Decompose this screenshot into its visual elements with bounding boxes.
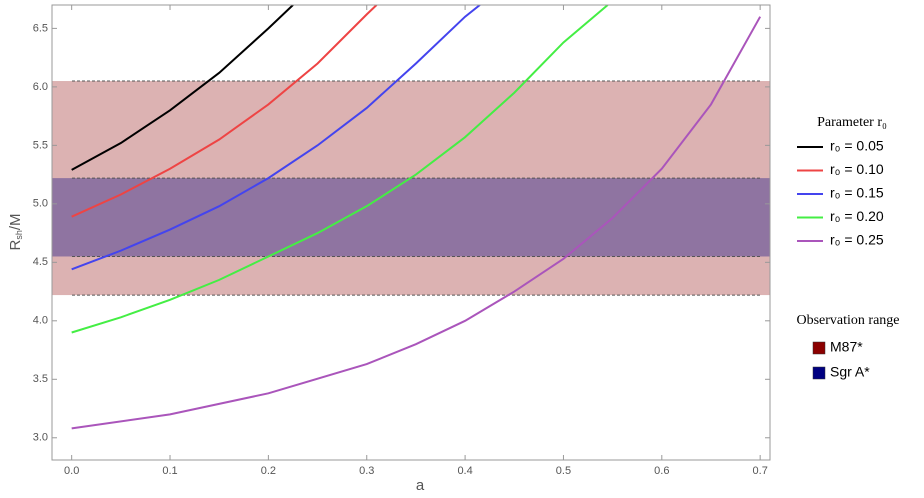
legend-swatch [812, 341, 826, 355]
legend-label: r₀ = 0.10 [830, 161, 884, 177]
series-line [71, 5, 294, 171]
legend-label: Sgr A* [830, 364, 870, 380]
y-tick-label: 6.0 [33, 81, 48, 93]
x-axis-label: a [416, 477, 425, 494]
x-tick-label: 0.0 [64, 465, 79, 477]
y-tick-label: 5.0 [33, 198, 48, 210]
x-tick-label: 0.4 [457, 465, 472, 477]
legend-label: M87* [830, 339, 863, 355]
bands-legend-title: Observation range [796, 313, 899, 328]
series-line [71, 5, 609, 334]
y-tick-label: 5.5 [33, 139, 48, 151]
x-tick-label: 0.6 [654, 465, 669, 477]
band [52, 81, 770, 296]
legend-title: Parameter r₀ [817, 115, 887, 130]
legend-swatch [812, 366, 826, 380]
band [52, 178, 770, 257]
series-line [71, 5, 378, 218]
plot-frame [51, 4, 771, 461]
y-tick-label: 4.0 [33, 315, 48, 327]
x-tick-label: 0.1 [162, 465, 177, 477]
plot-area [52, 5, 770, 430]
legend-label: r₀ = 0.05 [830, 138, 884, 154]
x-tick-label: 0.3 [359, 465, 374, 477]
series-line [71, 5, 481, 271]
y-tick-label: 4.5 [33, 256, 48, 268]
legend-label: r₀ = 0.20 [830, 208, 884, 224]
y-axis-label: Rsh/M [7, 213, 24, 250]
legend-label: r₀ = 0.25 [830, 232, 884, 248]
series-line [71, 16, 762, 430]
y-tick-label: 3.5 [33, 373, 48, 385]
x-tick-label: 0.5 [556, 465, 571, 477]
y-tick-label: 3.0 [33, 432, 48, 444]
legend-label: r₀ = 0.15 [830, 185, 884, 201]
y-tick-label: 6.5 [33, 22, 48, 34]
x-tick-label: 0.7 [753, 465, 768, 477]
x-tick-label: 0.2 [261, 465, 276, 477]
